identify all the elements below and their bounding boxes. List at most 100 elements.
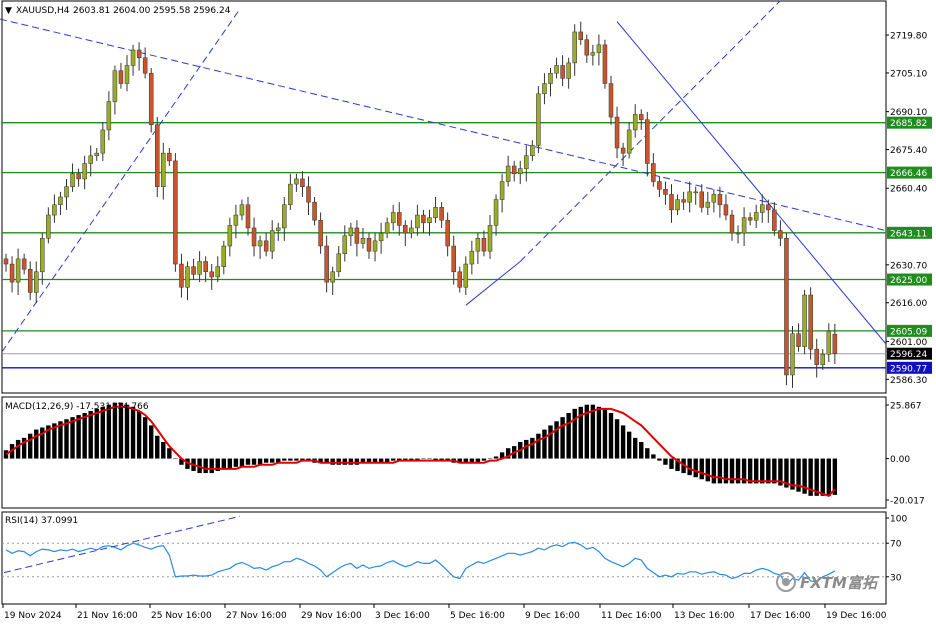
- blue-level-tag: [887, 361, 932, 374]
- macd-bar: [70, 417, 75, 459]
- macd-bar: [227, 458, 233, 469]
- collapse-arrow-icon[interactable]: ▼: [5, 6, 12, 16]
- macd-bar: [282, 458, 287, 461]
- time-tick-label: 13 Dec 16:00: [674, 611, 735, 621]
- macd-bar: [28, 433, 33, 459]
- macd-bar: [161, 441, 166, 459]
- candle-body: [632, 114, 638, 131]
- macd-bar: [366, 458, 372, 463]
- candle-body: [415, 214, 420, 229]
- candle-body: [348, 227, 354, 236]
- trend-lines: [0, 0, 887, 353]
- macd-bar: [669, 458, 674, 469]
- macd-bar: [221, 458, 226, 469]
- price-tick-label: 2690.10: [890, 108, 927, 118]
- level-label: 2605.09: [890, 327, 927, 337]
- macd-bar: [439, 458, 444, 461]
- candle-body: [179, 263, 184, 288]
- macd-bar: [3, 450, 9, 459]
- candle-body: [584, 39, 590, 56]
- macd-bar: [155, 435, 160, 459]
- time-tick-label: 9 Dec 16:00: [525, 611, 580, 621]
- macd-bar: [602, 408, 608, 459]
- macd-bar: [270, 458, 275, 463]
- candle-body: [463, 263, 469, 288]
- candle-body: [457, 271, 462, 288]
- current-price-label: 2596.24: [890, 350, 927, 360]
- macd-panel: [3, 402, 838, 497]
- candle-body: [536, 93, 541, 146]
- macd-bar: [403, 458, 408, 461]
- candle-body: [802, 294, 807, 347]
- candle-body: [814, 348, 819, 365]
- candle-body: [693, 191, 698, 194]
- candle-body: [790, 333, 795, 376]
- macd-bar: [524, 439, 529, 459]
- macd-bar: [584, 404, 589, 459]
- time-tick-label: 19 Dec 16:00: [826, 611, 887, 621]
- trend-line-dashed: [0, 18, 887, 232]
- macd-bar: [52, 423, 57, 459]
- macd-bar: [233, 458, 239, 467]
- fxtm-logo: FXTM富拓: [776, 572, 880, 592]
- macd-bar: [203, 458, 208, 474]
- candle-body: [760, 204, 765, 213]
- macd-bar: [832, 458, 838, 495]
- macd-bar: [112, 402, 118, 459]
- price-panel-frame: [1, 0, 887, 394]
- candle-series: [3, 21, 838, 388]
- candle-body: [276, 227, 281, 231]
- macd-bar: [548, 425, 553, 459]
- macd-bar: [82, 413, 87, 459]
- candle-body: [21, 258, 27, 270]
- candle-body: [554, 65, 559, 74]
- candle-body: [645, 119, 650, 164]
- candle-body: [191, 266, 196, 275]
- candle-body: [354, 227, 360, 244]
- candle-body: [493, 199, 499, 226]
- candle-body: [70, 173, 75, 187]
- price-tick-label: 2586.30: [890, 376, 927, 386]
- candle-body: [784, 238, 789, 376]
- candle-body: [820, 354, 825, 365]
- time-tick-label: 17 Dec 16:00: [750, 611, 811, 621]
- candle-body: [657, 181, 662, 190]
- blue-level-label: 2590.77: [890, 364, 927, 374]
- time-tick-label: 5 Dec 16:00: [450, 611, 505, 621]
- candle-body: [130, 49, 136, 66]
- candle-body: [27, 268, 33, 293]
- macd-bar: [760, 458, 765, 484]
- macd-bar: [318, 458, 323, 463]
- candle-body: [566, 62, 571, 79]
- level-label: 2643.11: [890, 229, 927, 239]
- macd-signal-line: [5, 405, 836, 497]
- level-tag: [887, 116, 932, 129]
- macd-bar: [717, 458, 723, 484]
- candle-body: [602, 44, 608, 84]
- macd-bar: [300, 458, 305, 461]
- macd-bar: [572, 408, 577, 459]
- time-axis: 19 Nov 2024 21 Nov 16:00 25 Nov 16:00 27 No…: [2, 604, 887, 621]
- macd-bar: [699, 458, 704, 480]
- candle-body: [451, 245, 456, 273]
- time-tick-label: 27 Nov 16:00: [226, 611, 287, 621]
- candle-body: [106, 101, 112, 131]
- level-tag: [887, 166, 932, 179]
- candle-body: [560, 65, 565, 79]
- candle-body: [360, 238, 366, 244]
- macd-bar: [633, 437, 638, 459]
- candle-body: [445, 219, 450, 247]
- macd-bar: [747, 458, 753, 484]
- candle-body: [324, 245, 329, 283]
- macd-bar: [814, 458, 819, 496]
- candle-body: [711, 194, 717, 203]
- candle-body: [64, 186, 69, 198]
- macd-bar: [463, 458, 468, 463]
- macd-bar: [796, 458, 801, 492]
- macd-bar: [239, 458, 245, 467]
- price-tick-label: 2660.40: [890, 185, 927, 195]
- candle-body: [439, 207, 444, 221]
- horizontal-levels: [2, 122, 886, 369]
- time-tick-label: 11 Dec 16:00: [601, 611, 662, 621]
